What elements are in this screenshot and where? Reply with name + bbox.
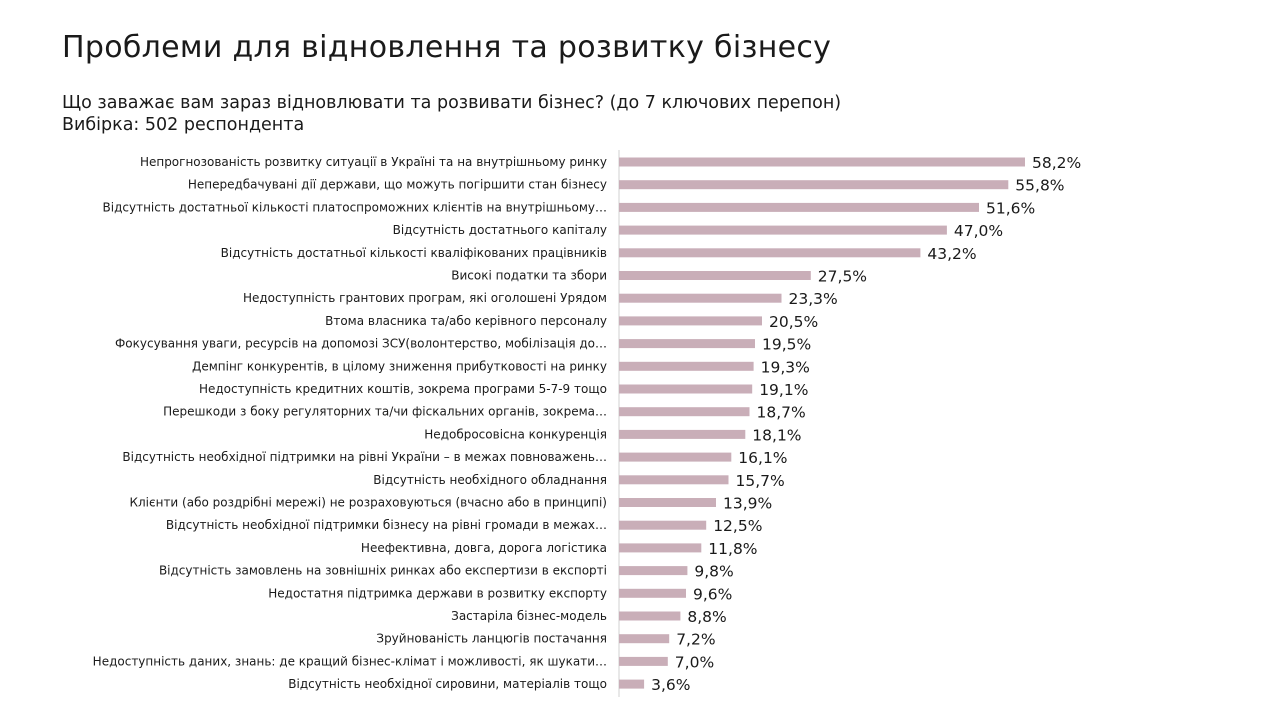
- bar: [619, 384, 753, 394]
- category-label: Відсутність необхідного обладнання: [373, 473, 607, 487]
- category-label: Зруйнованість ланцюгів постачання: [376, 632, 607, 646]
- bar: [619, 520, 707, 530]
- survey-question: Що заважає вам зараз відновлювати та роз…: [62, 93, 842, 113]
- bar: [619, 429, 746, 439]
- bar: [619, 543, 702, 553]
- category-label: Недобросовісна конкуренція: [424, 427, 607, 441]
- category-label: Непрогнозованість розвитку ситуації в Ук…: [140, 155, 607, 169]
- category-label: Відсутність необхідної підтримки бізнесу…: [166, 518, 607, 532]
- value-label: 16,1%: [738, 449, 787, 467]
- value-label: 43,2%: [927, 245, 976, 263]
- category-label: Відсутність необхідної сировини, матеріа…: [288, 677, 607, 691]
- value-label: 15,7%: [736, 472, 785, 490]
- value-label: 20,5%: [769, 313, 818, 331]
- bar: [619, 339, 755, 349]
- bar: [619, 679, 645, 689]
- category-label: Клієнти (або роздрібні мережі) не розрах…: [129, 496, 607, 510]
- bar: [619, 634, 670, 644]
- bar: [619, 293, 782, 303]
- category-labels-group: Непрогнозованість розвитку ситуації в Ук…: [93, 155, 607, 691]
- bar: [619, 157, 1025, 167]
- bar: [619, 271, 811, 280]
- bar: [619, 475, 729, 485]
- sample-size: Вибірка: 502 респондента: [62, 115, 305, 135]
- value-label: 19,1%: [759, 381, 808, 399]
- value-label: 58,2%: [1032, 154, 1081, 172]
- category-label: Недоступність кредитних коштів, зокрема …: [199, 382, 607, 396]
- bar: [619, 202, 979, 212]
- value-label: 47,0%: [954, 222, 1003, 240]
- category-label: Перешкоди з боку регуляторних та/чи фіск…: [163, 405, 607, 419]
- value-label: 27,5%: [818, 268, 867, 286]
- bar: [619, 611, 681, 621]
- category-label: Відсутність необхідної підтримки на рівн…: [122, 450, 607, 464]
- value-label: 7,2%: [676, 631, 715, 649]
- bar: [619, 180, 1009, 190]
- value-label: 7,0%: [675, 653, 714, 671]
- value-label: 55,8%: [1015, 177, 1064, 195]
- bar: [619, 452, 732, 462]
- bar: [619, 225, 947, 235]
- value-label: 12,5%: [713, 517, 762, 535]
- value-label: 19,5%: [762, 336, 811, 354]
- category-label: Високі податки та збори: [451, 269, 607, 283]
- value-label: 19,3%: [761, 358, 810, 376]
- category-label: Втома власника та/або керівного персонал…: [325, 314, 607, 328]
- bar: [619, 498, 716, 507]
- value-labels-group: 58,2% 55,8% 51,6% 47,0% 43,2% 27,5% 23,3% 20,5%…: [651, 154, 1081, 694]
- value-label: 18,7%: [757, 404, 806, 422]
- category-label: Недостатня підтримка держави в розвитку …: [268, 586, 607, 600]
- category-label: Фокусування уваги, ресурсів на допомозі …: [115, 337, 607, 351]
- value-label: 9,8%: [694, 563, 733, 581]
- value-label: 18,1%: [752, 426, 801, 444]
- category-label: Відсутність замовлень на зовнішніх ринка…: [159, 564, 607, 578]
- category-label: Неефективна, довга, дорога логістика: [361, 541, 607, 555]
- category-label: Відсутність достатньої кількості кваліфі…: [221, 246, 607, 260]
- category-label: Демпінг конкурентів, в цілому зниження п…: [192, 359, 607, 373]
- value-label: 8,8%: [687, 608, 726, 626]
- bar: [619, 361, 754, 371]
- page-title: Проблеми для відновлення та розвитку біз…: [62, 30, 832, 65]
- value-label: 51,6%: [986, 199, 1035, 217]
- value-label: 23,3%: [789, 290, 838, 308]
- bar: [619, 316, 762, 326]
- category-label: Застаріла бізнес-модель: [451, 609, 607, 623]
- bar: [619, 566, 688, 576]
- category-label: Відсутність достатньої кількості платосп…: [103, 200, 607, 214]
- bar: [619, 248, 921, 258]
- category-label: Відсутність достатнього капіталу: [393, 223, 607, 237]
- bar: [619, 588, 686, 598]
- category-label: Недоступність грантових програм, які ого…: [243, 291, 607, 305]
- value-label: 9,6%: [693, 585, 732, 603]
- bars-group: [619, 157, 1025, 689]
- category-label: Недоступність даних, знань: де кращий бі…: [93, 654, 607, 668]
- category-label: Непередбачувані дії держави, що можуть п…: [188, 178, 607, 192]
- value-label: 11,8%: [708, 540, 757, 558]
- bar: [619, 407, 750, 417]
- value-label: 13,9%: [723, 495, 772, 513]
- chart-subtitle: Що заважає вам зараз відновлювати та роз…: [62, 92, 841, 136]
- value-label: 3,6%: [651, 676, 690, 694]
- bar: [619, 656, 668, 666]
